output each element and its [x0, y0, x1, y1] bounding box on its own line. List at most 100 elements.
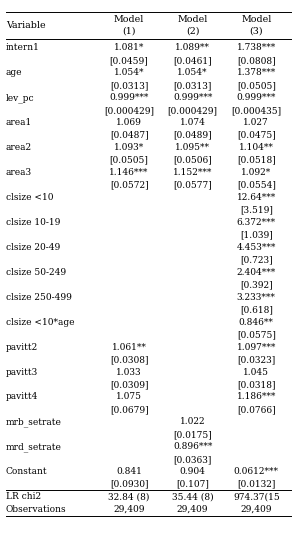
Text: [0.000435]: [0.000435]: [231, 106, 281, 115]
Text: clsize 250-499: clsize 250-499: [6, 293, 72, 302]
Text: pavitt4: pavitt4: [6, 393, 38, 401]
Text: [0.618]: [0.618]: [240, 305, 273, 314]
Text: 1.186***: 1.186***: [237, 393, 276, 401]
Text: [0.0175]: [0.0175]: [173, 430, 212, 439]
Text: 1.061**: 1.061**: [112, 343, 146, 352]
Text: [0.0313]: [0.0313]: [110, 81, 148, 90]
Text: 0.846**: 0.846**: [239, 317, 274, 327]
Text: [3.519]: [3.519]: [240, 206, 273, 215]
Text: [0.0318]: [0.0318]: [237, 380, 275, 389]
Text: [0.000429]: [0.000429]: [168, 106, 218, 115]
Text: 974.37(15: 974.37(15: [233, 492, 280, 501]
Text: 35.44 (8): 35.44 (8): [172, 492, 213, 501]
Text: 4.453***: 4.453***: [237, 243, 276, 252]
Text: (2): (2): [186, 27, 199, 35]
Text: 1.075: 1.075: [116, 393, 142, 401]
Text: 1.152***: 1.152***: [173, 168, 212, 177]
Text: 1.027: 1.027: [243, 118, 269, 127]
Text: 1.097***: 1.097***: [237, 343, 276, 352]
Text: Observations: Observations: [6, 505, 66, 514]
Text: [0.392]: [0.392]: [240, 280, 273, 289]
Text: 1.089**: 1.089**: [175, 44, 210, 53]
Text: 1.054*: 1.054*: [114, 69, 144, 77]
Text: 0.0612***: 0.0612***: [234, 467, 279, 476]
Text: [0.0475]: [0.0475]: [237, 131, 276, 140]
Text: [0.0459]: [0.0459]: [110, 56, 148, 65]
Text: intern1: intern1: [6, 44, 40, 53]
Text: pavitt3: pavitt3: [6, 368, 38, 377]
Text: [0.0489]: [0.0489]: [173, 131, 212, 140]
Text: 29,409: 29,409: [113, 505, 145, 514]
Text: 0.841: 0.841: [116, 467, 142, 476]
Text: 0.896***: 0.896***: [173, 442, 212, 451]
Text: 12.64***: 12.64***: [237, 193, 276, 202]
Text: 1.074: 1.074: [180, 118, 206, 127]
Text: 1.095**: 1.095**: [175, 143, 210, 152]
Text: clsize <10*age: clsize <10*age: [6, 317, 74, 327]
Text: [0.0679]: [0.0679]: [110, 405, 148, 414]
Text: 1.092*: 1.092*: [241, 168, 271, 177]
Text: [0.0808]: [0.0808]: [237, 56, 275, 65]
Text: [1.039]: [1.039]: [240, 231, 273, 239]
Text: 0.999***: 0.999***: [109, 93, 149, 102]
Text: [0.0363]: [0.0363]: [173, 455, 212, 464]
Text: 1.069: 1.069: [116, 118, 142, 127]
Text: Model: Model: [241, 14, 271, 24]
Text: [0.000429]: [0.000429]: [104, 106, 154, 115]
Text: [0.0505]: [0.0505]: [110, 155, 148, 165]
Text: 1.033: 1.033: [116, 368, 142, 377]
Text: 32.84 (8): 32.84 (8): [108, 492, 150, 501]
Text: pavitt2: pavitt2: [6, 343, 38, 352]
Text: mrd_setrate: mrd_setrate: [6, 442, 62, 452]
Text: 1.022: 1.022: [180, 418, 206, 426]
Text: age: age: [6, 69, 22, 77]
Text: [0.0575]: [0.0575]: [237, 330, 276, 339]
Text: [0.0487]: [0.0487]: [110, 131, 148, 140]
Text: 1.738***: 1.738***: [237, 44, 276, 53]
Text: clsize <10: clsize <10: [6, 193, 54, 202]
Text: 1.093*: 1.093*: [114, 143, 144, 152]
Text: clsize 20-49: clsize 20-49: [6, 243, 60, 252]
Text: clsize 50-249: clsize 50-249: [6, 268, 66, 277]
Text: Variable: Variable: [6, 21, 46, 30]
Text: clsize 10-19: clsize 10-19: [6, 218, 60, 227]
Text: 6.372***: 6.372***: [237, 218, 276, 227]
Text: [0.0577]: [0.0577]: [173, 181, 212, 190]
Text: [0.723]: [0.723]: [240, 255, 273, 264]
Text: LR chi2: LR chi2: [6, 492, 41, 501]
Text: area2: area2: [6, 143, 32, 152]
Text: 1.104**: 1.104**: [239, 143, 274, 152]
Text: Model: Model: [178, 14, 208, 24]
Text: [0.0518]: [0.0518]: [237, 155, 276, 165]
Text: 2.404***: 2.404***: [237, 268, 276, 277]
Text: Constant: Constant: [6, 467, 48, 476]
Text: [0.0554]: [0.0554]: [237, 181, 276, 190]
Text: (3): (3): [249, 27, 263, 35]
Text: [0.0572]: [0.0572]: [110, 181, 148, 190]
Text: [0.0308]: [0.0308]: [110, 355, 148, 364]
Text: [0.0930]: [0.0930]: [110, 479, 148, 489]
Text: 29,409: 29,409: [240, 505, 272, 514]
Text: mrb_setrate: mrb_setrate: [6, 418, 62, 427]
Text: area1: area1: [6, 118, 32, 127]
Text: 0.999***: 0.999***: [237, 93, 276, 102]
Text: [0.0323]: [0.0323]: [237, 355, 275, 364]
Text: [0.0505]: [0.0505]: [237, 81, 276, 90]
Text: lev_pc: lev_pc: [6, 93, 34, 103]
Text: (1): (1): [122, 27, 136, 35]
Text: 1.081*: 1.081*: [114, 44, 144, 53]
Text: [0.0309]: [0.0309]: [110, 380, 148, 389]
Text: [0.0313]: [0.0313]: [173, 81, 212, 90]
Text: 1.146***: 1.146***: [109, 168, 149, 177]
Text: [0.0461]: [0.0461]: [173, 56, 212, 65]
Text: area3: area3: [6, 168, 32, 177]
Text: 0.999***: 0.999***: [173, 93, 212, 102]
Text: 0.904: 0.904: [180, 467, 206, 476]
Text: 1.045: 1.045: [243, 368, 269, 377]
Text: Model: Model: [114, 14, 144, 24]
Text: 1.378***: 1.378***: [237, 69, 276, 77]
Text: [0.0506]: [0.0506]: [173, 155, 212, 165]
Text: [0.0132]: [0.0132]: [237, 479, 275, 489]
Text: 3.233***: 3.233***: [237, 293, 276, 302]
Text: 29,409: 29,409: [177, 505, 208, 514]
